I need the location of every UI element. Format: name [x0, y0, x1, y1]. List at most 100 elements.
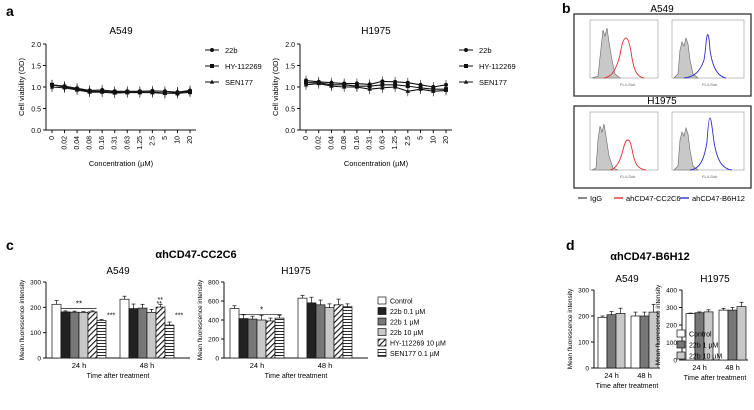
data-point	[87, 89, 92, 94]
flow-axis-label: FL4-Sub	[702, 174, 718, 179]
bar	[247, 318, 258, 359]
x-tick-label: 10	[174, 136, 181, 144]
bar	[315, 304, 326, 359]
x-tick-label: 1.25	[137, 136, 144, 150]
y-tick-label: 0	[585, 366, 589, 373]
data-point	[341, 84, 347, 89]
bar	[265, 320, 276, 359]
x-tick-label: 0.16	[99, 136, 106, 150]
data-point	[74, 87, 80, 92]
series-line-sen177	[51, 86, 191, 95]
flow-title-a549: A549	[650, 4, 674, 15]
x-tick-label: 5	[162, 136, 169, 140]
x-tick-label: 24 h	[692, 363, 707, 372]
data-point	[150, 90, 155, 95]
data-point	[175, 89, 180, 94]
x-tick-label: 0.02	[62, 136, 69, 150]
flow-axis-label: FL4-Sub	[702, 82, 718, 87]
y-tick-label: 200	[30, 305, 41, 312]
flow-plot-a549-b6h12: FL4-Sub	[671, 19, 745, 87]
y-tick-label: 100	[666, 340, 677, 347]
y-axis-label: Mean fluorescence intensity	[19, 279, 26, 360]
data-point	[112, 90, 117, 95]
x-tick-label: 48 h	[318, 361, 333, 370]
data-point	[405, 88, 411, 93]
x-tick-label: 2.5	[405, 136, 412, 146]
x-tick-label: 24 h	[250, 361, 265, 370]
legend-a-h1975: 22b HY-112269 SEN177	[459, 46, 516, 87]
legend-label: ahCD47-B6H12	[692, 194, 745, 203]
bar	[78, 312, 89, 359]
x-tick-label: 20	[187, 136, 194, 144]
bar	[69, 311, 80, 359]
x-tick-label: 0.16	[354, 136, 361, 150]
y-tick-label: 0	[673, 358, 677, 365]
legend-marker	[463, 79, 469, 84]
legend-swatch	[377, 307, 387, 315]
chart-title: A549	[109, 26, 133, 37]
data-point	[380, 85, 385, 90]
y-tick-label: 2.0	[31, 42, 41, 49]
legend-a-a549: 22b HY-112269 SEN177	[205, 46, 262, 87]
x-tick-label: 0.02	[316, 136, 323, 150]
x-tick-label: 20	[443, 136, 450, 144]
legend-label: 22b 0.1 µM	[390, 309, 425, 316]
x-axis-label: Concentration (µM)	[344, 159, 409, 168]
x-axis-label: Concentration (µM)	[89, 159, 154, 168]
panel-label-a: a	[6, 3, 14, 19]
bar	[146, 312, 157, 359]
bar	[51, 303, 62, 359]
data-point	[392, 84, 398, 89]
data-point	[354, 84, 360, 89]
bar	[128, 308, 139, 359]
y-tick-label: 1.0	[31, 85, 41, 92]
panel-label-c: c	[6, 237, 14, 253]
bar	[639, 315, 650, 369]
data-point	[443, 88, 449, 93]
legend-label: IgG	[590, 194, 602, 203]
legend-marker	[464, 48, 468, 52]
bar	[306, 302, 317, 359]
y-tick-label: 300	[666, 305, 677, 312]
y-tick-label: 2.0	[285, 42, 295, 49]
chart-title: A549	[615, 274, 639, 285]
x-tick-label: 0.04	[328, 136, 335, 150]
data-point	[418, 86, 423, 91]
x-tick-label: 2.5	[149, 136, 156, 146]
legend-swatch	[377, 317, 387, 326]
panel-label-d: d	[566, 237, 575, 253]
flow-plot-a549-cc2c6: FL4-Sub	[589, 19, 659, 87]
legend-label: 22b 10 µM	[390, 330, 423, 337]
bar	[256, 319, 267, 359]
title-c: αhCD47-CC2C6	[155, 249, 236, 261]
legend-marker	[464, 64, 468, 68]
flow-axis-label: FL4-Sub	[620, 82, 636, 87]
chart-c-a549: A549 0 100 200 300 24 h 48 h Time after treatme…	[19, 266, 190, 380]
legend-label: HY-112269	[225, 62, 262, 71]
legend-b: IgG ahCD47-CC2C6 ahCD47-B6H12	[578, 194, 745, 203]
bar	[333, 304, 344, 359]
x-tick-label: 48 h	[140, 361, 155, 370]
legend-swatch	[676, 351, 686, 360]
legend-marker	[210, 64, 214, 68]
significance-mark: **	[158, 297, 164, 304]
series-line-22b	[51, 84, 191, 93]
x-tick-label: 5	[418, 136, 425, 140]
bar	[615, 313, 626, 369]
bar	[229, 308, 240, 359]
legend-swatch	[676, 340, 686, 349]
x-axis-label: Time after treatment	[684, 375, 747, 382]
y-tick-label: 100	[578, 340, 589, 347]
legend-label: SEN177	[225, 78, 253, 87]
y-axis-label: Mean fluorescence intensity	[197, 279, 204, 360]
legend-swatch	[377, 338, 387, 347]
y-tick-label: 0	[215, 356, 219, 363]
y-tick-label: 1.5	[285, 64, 295, 71]
y-tick-label: 600	[208, 299, 219, 306]
legend-label: Control	[390, 299, 413, 306]
x-tick-label: 0.63	[379, 136, 386, 150]
data-point	[49, 84, 55, 89]
significance-mark: ***	[175, 312, 183, 319]
title-d: αhCD47-B6H12	[610, 251, 690, 263]
